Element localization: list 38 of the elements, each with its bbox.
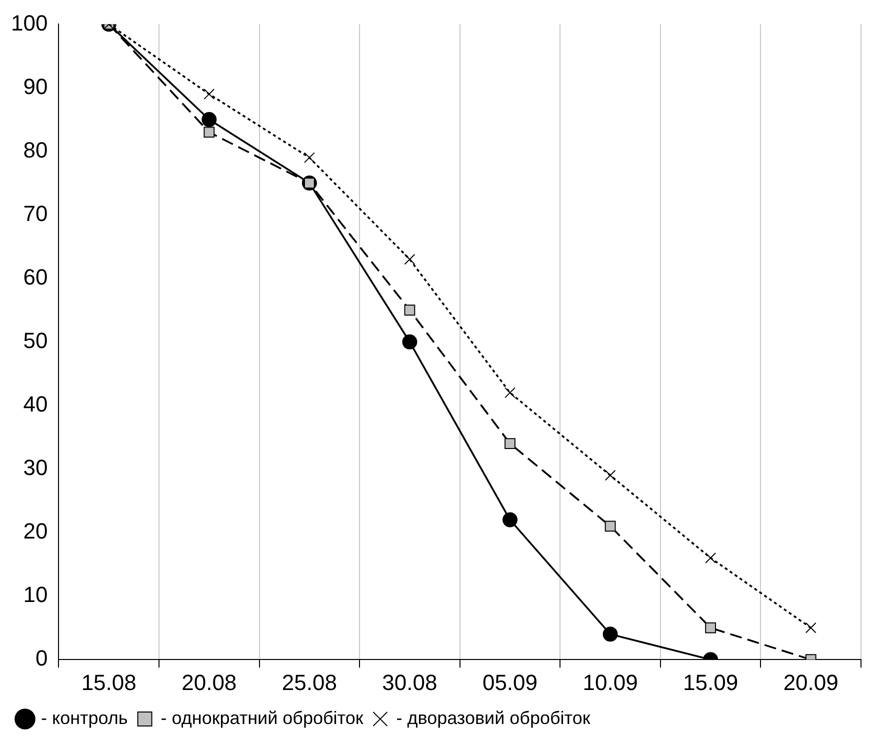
y-tick-label: 70 xyxy=(23,200,48,226)
point xyxy=(402,334,418,350)
y-tick-label: 30 xyxy=(23,455,48,480)
point xyxy=(204,126,215,138)
legend-label: - однократний обробіток xyxy=(160,708,364,728)
y-tick-label: 20 xyxy=(23,518,48,544)
point xyxy=(705,622,716,634)
point xyxy=(705,552,716,564)
y-tick-label: 40 xyxy=(23,392,48,417)
y-tick-label: 90 xyxy=(23,74,48,99)
y-tick-label: 100 xyxy=(10,10,48,36)
point xyxy=(604,470,616,481)
x-tick-label: 25.08 xyxy=(282,670,337,695)
x-tick-label: 20.08 xyxy=(182,670,237,695)
point xyxy=(604,520,616,532)
x-tick-label: 30.08 xyxy=(382,670,438,695)
x-tick-label: 10.09 xyxy=(582,670,638,695)
point xyxy=(504,387,516,398)
point xyxy=(602,626,618,642)
legend-label: - дворазовий обробіток xyxy=(396,708,590,728)
point xyxy=(202,112,217,128)
point xyxy=(404,254,416,265)
y-tick-label: 60 xyxy=(23,264,48,290)
y-tick-label: 50 xyxy=(23,328,48,353)
y-tick-label: 10 xyxy=(23,582,48,608)
point xyxy=(404,304,416,316)
point xyxy=(304,152,315,164)
legend-label: - контроль xyxy=(41,708,128,728)
point xyxy=(504,438,516,450)
x-tick-label: 15.08 xyxy=(81,670,136,695)
point xyxy=(204,88,215,100)
y-tick-label: 80 xyxy=(23,137,48,162)
x-tick-label: 15.09 xyxy=(683,670,738,695)
x-tick-label: 05.09 xyxy=(482,670,538,695)
x-tick-label: 20.09 xyxy=(783,670,838,695)
point xyxy=(502,512,518,528)
y-tick-label: 0 xyxy=(35,646,48,671)
point xyxy=(805,622,816,634)
